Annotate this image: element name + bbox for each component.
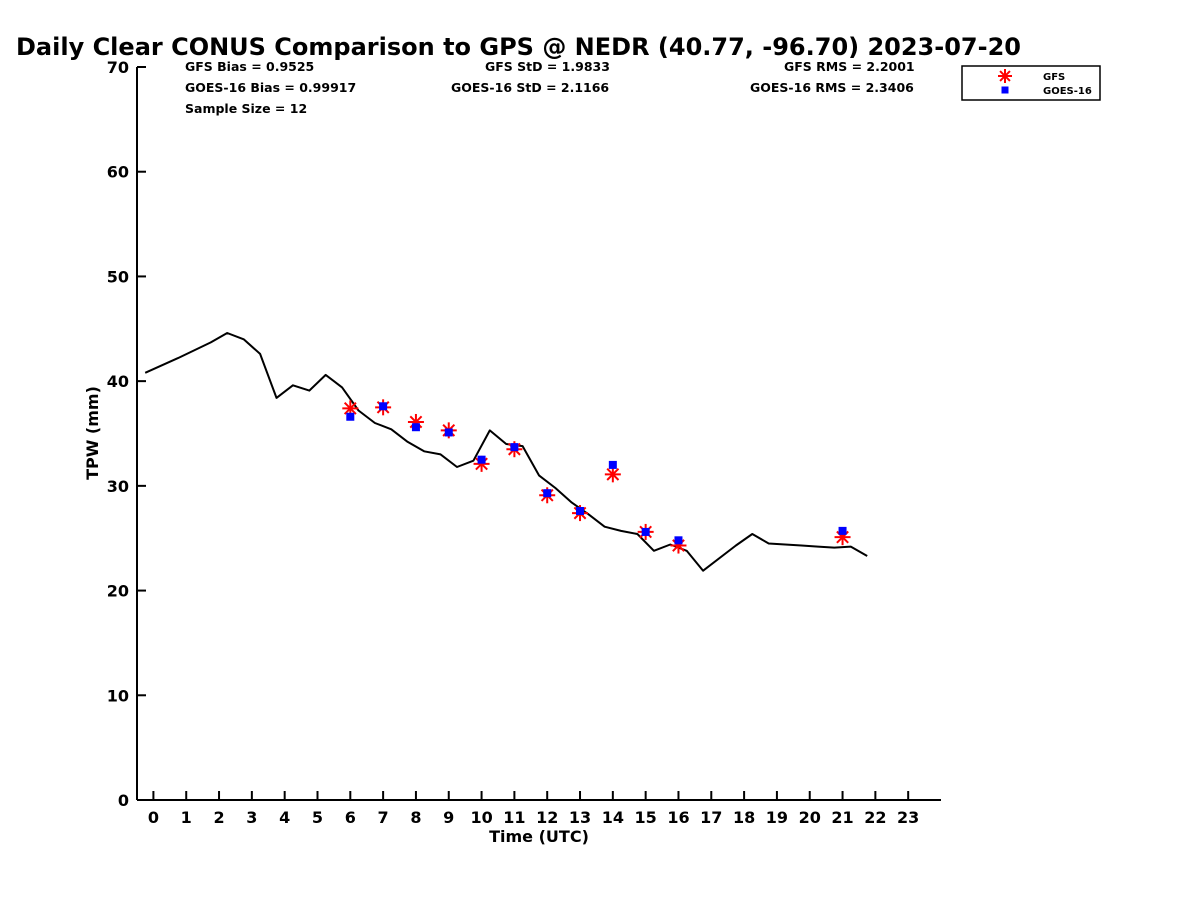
x-tick-label: 19 [766, 808, 788, 827]
x-tick-label: 22 [864, 808, 886, 827]
x-tick-label: 17 [700, 808, 722, 827]
x-tick-label: 11 [503, 808, 525, 827]
gfs-rms-stat: GFS RMS = 2.2001 [784, 59, 915, 74]
legend-marks [998, 69, 1012, 94]
goes16-point [674, 536, 683, 545]
goes-bias-stat: GOES-16 Bias = 0.99917 [185, 80, 356, 95]
x-tick-label: 23 [897, 808, 919, 827]
legend-marker-gfs [998, 69, 1012, 83]
x-tick-label: 2 [213, 808, 224, 827]
x-tick-label: 0 [148, 808, 159, 827]
x-tick-label: 1 [181, 808, 192, 827]
x-tick-label: 14 [602, 808, 624, 827]
x-tick-label: 20 [799, 808, 821, 827]
chart-title: Daily Clear CONUS Comparison to GPS @ NE… [16, 33, 1021, 61]
x-tick-label: 10 [470, 808, 492, 827]
goes16-point [444, 428, 453, 437]
goes16-point [411, 423, 420, 432]
x-tick-label: 18 [733, 808, 755, 827]
gfs-point [342, 400, 359, 417]
y-tick-label: 50 [107, 267, 129, 286]
x-tick-label: 8 [410, 808, 421, 827]
legend-label-gfs: GFS [1043, 72, 1065, 83]
x-tick-label: 6 [345, 808, 356, 827]
x-tick-label: 15 [635, 808, 657, 827]
x-tick-label: 4 [279, 808, 290, 827]
x-tick-label: 12 [536, 808, 558, 827]
x-axis-label: Time (UTC) [489, 827, 589, 846]
goes16-point [838, 526, 847, 535]
y-axis-label: TPW (mm) [83, 386, 102, 480]
x-tick-label: 16 [667, 808, 689, 827]
y-tick-label: 10 [107, 686, 129, 705]
x-tick-label: 13 [569, 808, 591, 827]
goes16-point [346, 412, 355, 421]
legend-marker-goes [1001, 86, 1009, 94]
x-tick-label: 3 [246, 808, 257, 827]
y-tick-label: 0 [118, 791, 129, 810]
goes-rms-stat: GOES-16 RMS = 2.3406 [750, 80, 914, 95]
x-tick-label: 21 [831, 808, 853, 827]
goes16-point [641, 527, 650, 536]
plot-area [144, 332, 868, 572]
sample-size-stat: Sample Size = 12 [185, 101, 307, 116]
goes16-point [379, 402, 388, 411]
gfs-std-stat: GFS StD = 1.9833 [485, 59, 610, 74]
gps-line [144, 332, 868, 572]
y-tick-label: 70 [107, 58, 129, 77]
legend-box [961, 65, 1101, 101]
goes-std-stat: GOES-16 StD = 2.1166 [451, 80, 609, 95]
goes16-point [543, 489, 552, 498]
goes16-point [477, 455, 486, 464]
x-tick-label: 5 [312, 808, 323, 827]
x-tick-label: 7 [378, 808, 389, 827]
goes16-point [510, 443, 519, 452]
goes16-point [608, 460, 617, 469]
gfs-bias-stat: GFS Bias = 0.9525 [185, 59, 314, 74]
y-tick-label: 40 [107, 372, 129, 391]
y-tick-label: 30 [107, 477, 129, 496]
y-tick-label: 20 [107, 582, 129, 601]
goes16-point [576, 506, 585, 515]
legend: GFS GOES-16 [961, 65, 1101, 101]
y-tick-label: 60 [107, 163, 129, 182]
legend-label-goes: GOES-16 [1043, 86, 1092, 97]
gfs-point [604, 466, 621, 483]
x-tick-label: 9 [443, 808, 454, 827]
